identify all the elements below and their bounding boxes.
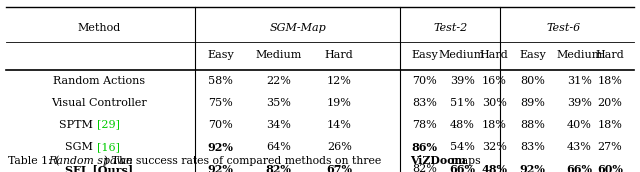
Text: 30%: 30% xyxy=(482,98,506,108)
Text: SGM-Map: SGM-Map xyxy=(269,23,326,33)
Text: 64%: 64% xyxy=(266,142,291,152)
Text: 18%: 18% xyxy=(598,120,622,130)
Text: 66%: 66% xyxy=(566,164,592,172)
Text: 66%: 66% xyxy=(449,164,475,172)
Text: 88%: 88% xyxy=(520,120,545,130)
Text: 48%: 48% xyxy=(481,164,507,172)
Text: 58%: 58% xyxy=(209,76,233,86)
Text: 39%: 39% xyxy=(567,98,591,108)
Text: 22%: 22% xyxy=(266,76,291,86)
Text: SFL [Ours]: SFL [Ours] xyxy=(65,164,133,172)
Text: 60%: 60% xyxy=(597,164,623,172)
Text: 86%: 86% xyxy=(412,142,437,153)
Text: Hard: Hard xyxy=(325,50,353,60)
Text: SPTM: SPTM xyxy=(59,120,96,130)
Text: Test-6: Test-6 xyxy=(546,23,580,33)
Text: Medium: Medium xyxy=(255,50,301,60)
Text: 67%: 67% xyxy=(326,164,352,172)
Text: 83%: 83% xyxy=(412,98,436,108)
Text: 14%: 14% xyxy=(327,120,351,130)
Text: 78%: 78% xyxy=(412,120,436,130)
Text: 43%: 43% xyxy=(567,142,591,152)
Text: 12%: 12% xyxy=(327,76,351,86)
Text: Random spawn: Random spawn xyxy=(48,157,132,166)
Text: 18%: 18% xyxy=(598,76,622,86)
Text: 92%: 92% xyxy=(520,164,545,172)
Text: 70%: 70% xyxy=(209,120,233,130)
Text: Medium: Medium xyxy=(556,50,602,60)
Text: 80%: 80% xyxy=(520,76,545,86)
Text: Hard: Hard xyxy=(480,50,508,60)
Text: 89%: 89% xyxy=(520,98,545,108)
Text: 18%: 18% xyxy=(482,120,506,130)
Text: 34%: 34% xyxy=(266,120,291,130)
Text: 40%: 40% xyxy=(567,120,591,130)
Text: Visual Controller: Visual Controller xyxy=(51,98,147,108)
Text: SPTM [29]: SPTM [29] xyxy=(69,120,129,130)
Text: 82%: 82% xyxy=(412,164,436,172)
Text: Method: Method xyxy=(77,23,121,33)
Text: 92%: 92% xyxy=(208,164,234,172)
Text: 83%: 83% xyxy=(520,142,545,152)
Text: 31%: 31% xyxy=(567,76,591,86)
Text: ) The success rates of compared methods on three: ) The success rates of compared methods … xyxy=(104,156,385,166)
Text: SGM [16]: SGM [16] xyxy=(72,142,126,152)
Text: 39%: 39% xyxy=(450,76,474,86)
Text: Easy: Easy xyxy=(207,50,234,60)
Text: Medium: Medium xyxy=(439,50,485,60)
Text: 51%: 51% xyxy=(450,98,474,108)
Text: Random Actions: Random Actions xyxy=(53,76,145,86)
Text: [29]: [29] xyxy=(97,120,120,130)
Text: 82%: 82% xyxy=(266,164,291,172)
Text: Hard: Hard xyxy=(596,50,624,60)
Text: ViZDoom: ViZDoom xyxy=(410,155,465,166)
Text: 16%: 16% xyxy=(482,76,506,86)
Text: SGM: SGM xyxy=(65,142,96,152)
Text: 54%: 54% xyxy=(450,142,474,152)
Text: Easy: Easy xyxy=(519,50,546,60)
Text: 35%: 35% xyxy=(266,98,291,108)
Text: 20%: 20% xyxy=(598,98,622,108)
Text: 48%: 48% xyxy=(450,120,474,130)
Text: Easy: Easy xyxy=(411,50,438,60)
Text: maps: maps xyxy=(448,157,481,166)
Text: 19%: 19% xyxy=(327,98,351,108)
Text: 92%: 92% xyxy=(208,142,234,153)
Text: 26%: 26% xyxy=(327,142,351,152)
Text: 75%: 75% xyxy=(209,98,233,108)
Text: Test-2: Test-2 xyxy=(433,23,467,33)
Text: 70%: 70% xyxy=(412,76,436,86)
Text: Table 1: (: Table 1: ( xyxy=(8,156,60,166)
Text: 27%: 27% xyxy=(598,142,622,152)
Text: 32%: 32% xyxy=(482,142,506,152)
Text: [16]: [16] xyxy=(97,142,120,152)
